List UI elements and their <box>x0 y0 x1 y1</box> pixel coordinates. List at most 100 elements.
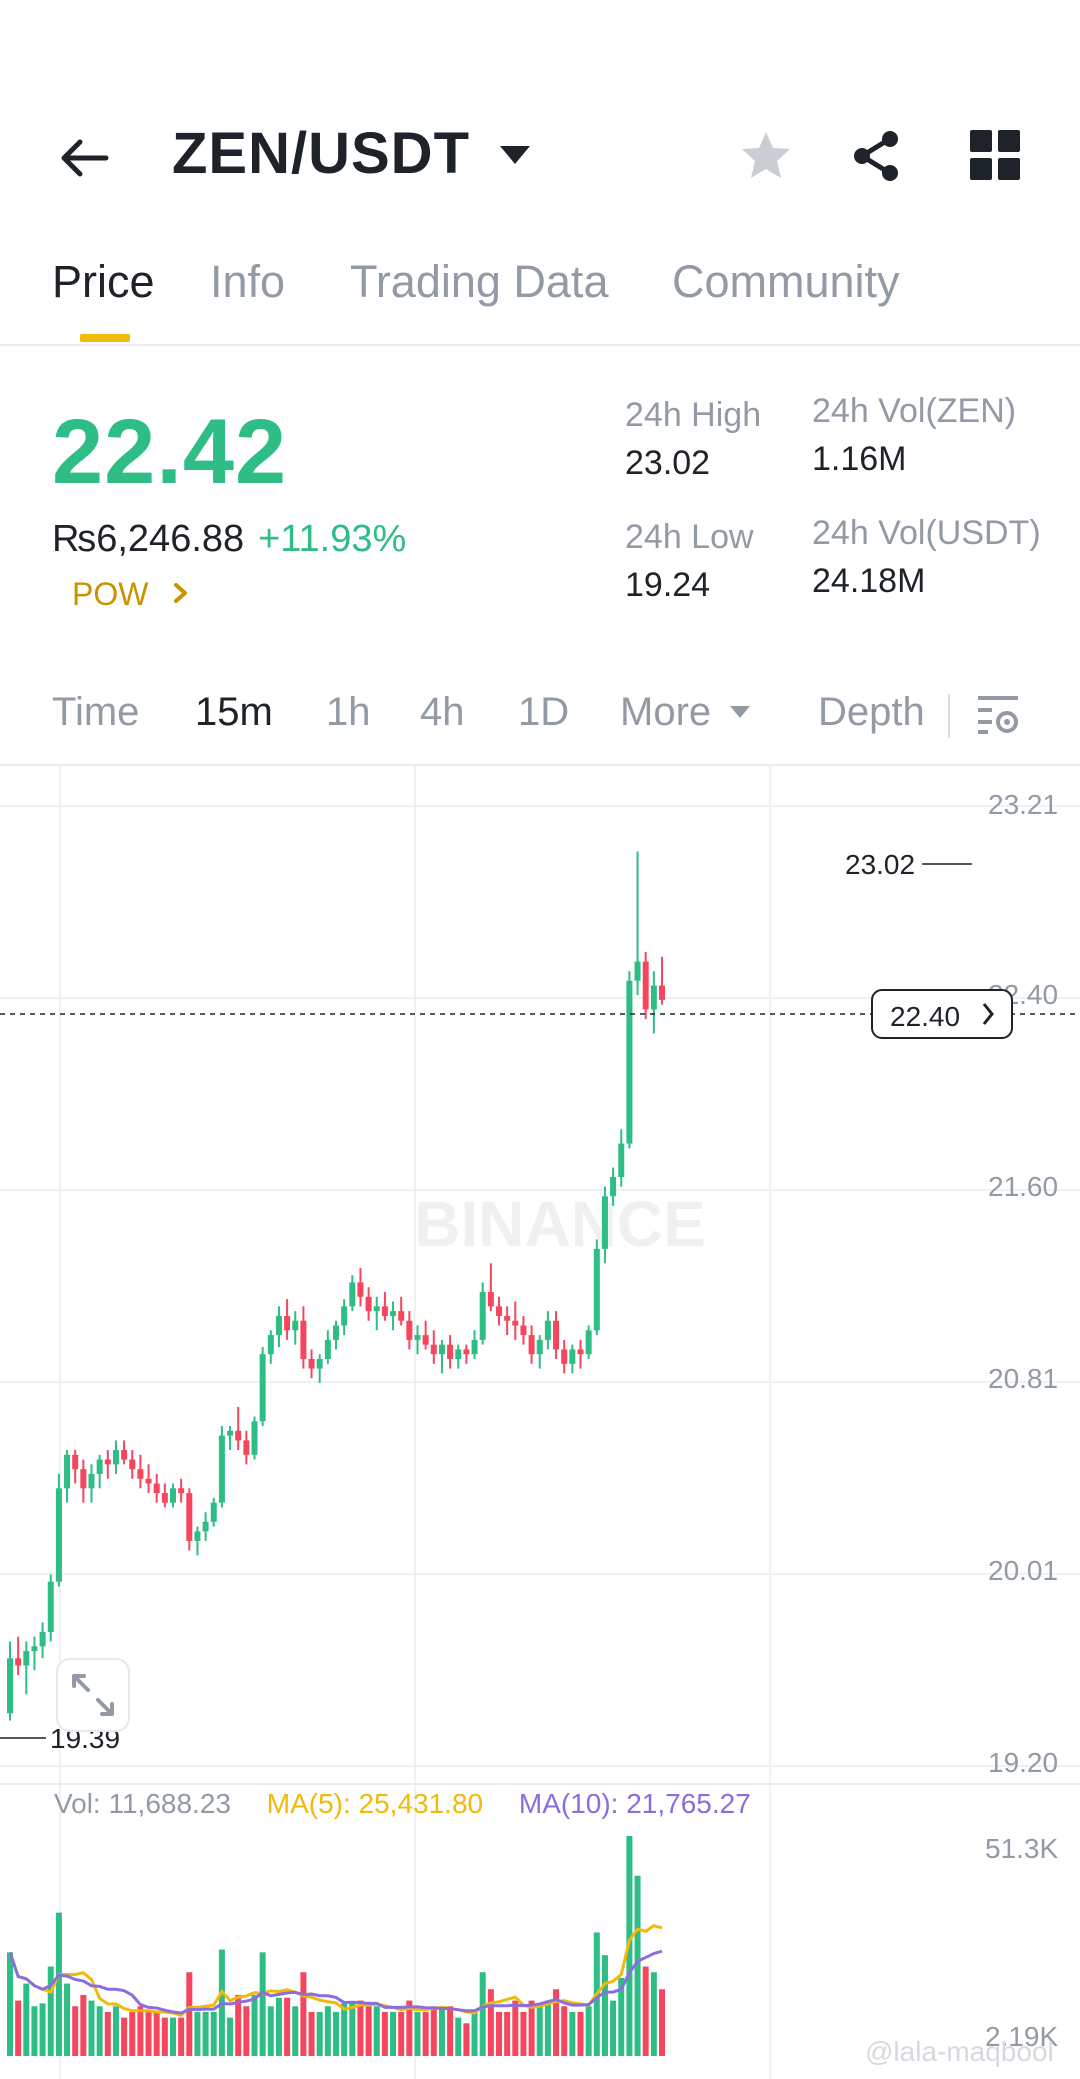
volume-bar <box>406 2000 413 2056</box>
candle-body <box>406 1320 413 1340</box>
candle-body <box>137 1469 144 1479</box>
candle-body <box>96 1459 103 1474</box>
candle-body <box>210 1502 217 1522</box>
volume-bar <box>251 1994 258 2056</box>
candle-body <box>349 1282 356 1307</box>
volume-bar <box>373 2006 380 2056</box>
candle-body <box>341 1306 348 1326</box>
pair-title[interactable]: ZEN/USDT <box>172 121 470 186</box>
ma5-value: MA(5): 25,431.80 <box>266 1788 484 1819</box>
candle-body <box>373 1306 380 1312</box>
fiat-price: ₨6,246.88 <box>52 518 245 560</box>
candle-body <box>72 1454 79 1470</box>
volume-bar <box>390 2011 397 2056</box>
tab-trading-data[interactable]: Trading Data <box>350 256 609 307</box>
interval-more[interactable]: More <box>620 690 712 734</box>
chart-settings-icon[interactable] <box>976 692 1022 738</box>
fullscreen-button[interactable] <box>56 1658 130 1732</box>
interval-4h[interactable]: 4h <box>420 690 465 734</box>
volume-bar <box>585 2006 592 2056</box>
price-tick: 20.81 <box>988 1363 1058 1394</box>
candle-body <box>455 1349 462 1360</box>
candle-body <box>536 1339 543 1355</box>
candle-body <box>104 1459 111 1465</box>
volume-bar <box>520 2011 527 2056</box>
candle-body <box>634 961 641 981</box>
candle-body <box>170 1488 176 1503</box>
candle-body <box>430 1344 437 1355</box>
volume-bar <box>80 1994 87 2056</box>
stat-24h-vol-quote-label: 24h Vol(USDT) <box>812 514 1041 552</box>
tab-info[interactable]: Info <box>210 256 286 307</box>
candle-body <box>284 1315 291 1331</box>
volume-bar <box>284 1997 291 2056</box>
volume-bar <box>137 2006 144 2056</box>
grid-icon[interactable] <box>970 130 1020 180</box>
interval-1h[interactable]: 1h <box>326 690 371 734</box>
interval-1d[interactable]: 1D <box>518 690 570 734</box>
price-chart[interactable]: BINANCE 23.21 22.40 21.60 20.81 20.01 19… <box>0 766 1080 2079</box>
volume-bar <box>178 2017 185 2056</box>
volume-bar <box>438 2006 445 2056</box>
share-icon[interactable] <box>848 128 904 184</box>
volume-bar <box>544 2000 551 2056</box>
candle-body <box>447 1344 454 1360</box>
candle-body <box>561 1349 568 1364</box>
candle-body <box>80 1469 87 1489</box>
candle-body <box>626 980 633 1144</box>
volume-bar <box>496 2011 502 2056</box>
volume-bar <box>414 2011 421 2056</box>
volume-bar <box>479 1972 486 2056</box>
volume-bar <box>512 2000 519 2056</box>
tab-price[interactable]: Price <box>52 256 155 307</box>
binance-watermark: BINANCE <box>414 1188 706 1260</box>
price-tick: 21.60 <box>988 1171 1058 1202</box>
candle-body <box>64 1454 71 1489</box>
candle-body <box>324 1339 331 1360</box>
candle-body <box>601 1196 608 1249</box>
volume-bar <box>316 2011 323 2056</box>
candle-body <box>544 1320 551 1340</box>
volume-bar <box>561 2006 568 2056</box>
volume-bar <box>104 2011 111 2056</box>
candle-body <box>292 1320 299 1331</box>
volume-bar <box>634 1875 641 2056</box>
candle-body <box>577 1349 584 1355</box>
stat-24h-high-label: 24h High <box>625 396 762 434</box>
interval-15m[interactable]: 15m <box>195 690 273 734</box>
volume-bar <box>577 2011 584 2056</box>
candle-body <box>39 1631 46 1647</box>
volume-tick: 51.3K <box>985 1833 1058 1864</box>
candle-body <box>194 1531 201 1541</box>
volume-bar <box>504 2011 511 2056</box>
current-price-label[interactable]: 22.40 <box>871 989 1013 1039</box>
candle-body <box>390 1311 397 1316</box>
volume-bar <box>31 2006 38 2056</box>
volume-bar <box>72 2006 79 2056</box>
candle-body <box>463 1349 470 1355</box>
volume-bar <box>365 2006 372 2056</box>
volume-bar <box>455 2017 462 2056</box>
pow-tag[interactable]: POW <box>72 576 149 612</box>
star-icon[interactable] <box>738 128 794 184</box>
caret-down-icon[interactable] <box>498 142 532 168</box>
caret-down-icon[interactable] <box>728 704 752 720</box>
candle-body <box>642 961 649 1010</box>
candle-body <box>496 1306 502 1316</box>
candle-body <box>438 1344 445 1355</box>
candle-body <box>31 1646 38 1652</box>
candle-body <box>504 1315 511 1321</box>
chevron-right-icon[interactable] <box>170 580 192 606</box>
volume-bar <box>15 2000 22 2056</box>
volume-bar <box>553 1989 560 2056</box>
interval-time[interactable]: Time <box>52 690 140 734</box>
tab-community[interactable]: Community <box>672 256 900 307</box>
candle-body <box>422 1335 429 1345</box>
candle-body <box>414 1335 421 1340</box>
volume-bar <box>398 2011 405 2056</box>
candle-body <box>15 1658 22 1666</box>
volume-bar <box>259 1952 266 2056</box>
volume-bar <box>210 2011 217 2056</box>
depth-tab[interactable]: Depth <box>818 690 925 734</box>
back-arrow-icon[interactable] <box>56 130 112 186</box>
